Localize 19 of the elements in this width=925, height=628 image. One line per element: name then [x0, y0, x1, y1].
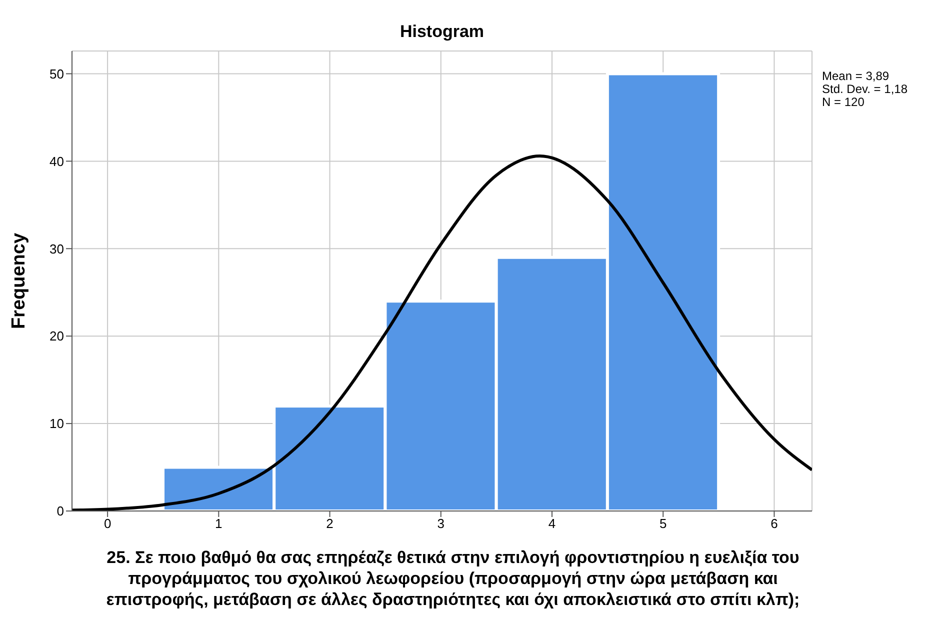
- y-tick-label: 50: [50, 66, 64, 82]
- text: N = 120: [822, 95, 866, 109]
- text: Mean = 3,89: [822, 69, 890, 83]
- y-tick-label: 40: [50, 154, 64, 169]
- x-tick-label: 2: [326, 516, 334, 532]
- x-tick-label: 4: [548, 516, 556, 532]
- text: Std. Dev. = 1,18: [822, 82, 908, 96]
- x-axis-title: 25. Σε ποιο βαθμό θα σας επηρέαζε θετικά στην επιλογή φροντιστηρίου η ευελιξία του προγράμματος του σχολικού λεωφορείου (προσαρμογή στην ώρα μετάβαση και επιστροφής, μετάβαση σε άλλες δραστηριότητες και όχι αποκλειστικά στο σπίτι κλπ);: [105, 547, 801, 610]
- chart-title: Histogram: [398, 22, 486, 42]
- y-tick-label: 10: [50, 416, 64, 432]
- x-tick-label: 3: [437, 516, 445, 532]
- x-tick-label: 1: [215, 516, 222, 532]
- y-tick-label: 20: [50, 328, 64, 344]
- x-tick-label: 6: [770, 516, 778, 532]
- x-tick-label: 5: [659, 516, 667, 532]
- x-tick-label: 0: [104, 516, 112, 532]
- y-axis-title: Frequency: [8, 232, 30, 330]
- y-tick-label: 0: [56, 504, 64, 519]
- y-tick-label: 30: [50, 241, 64, 256]
